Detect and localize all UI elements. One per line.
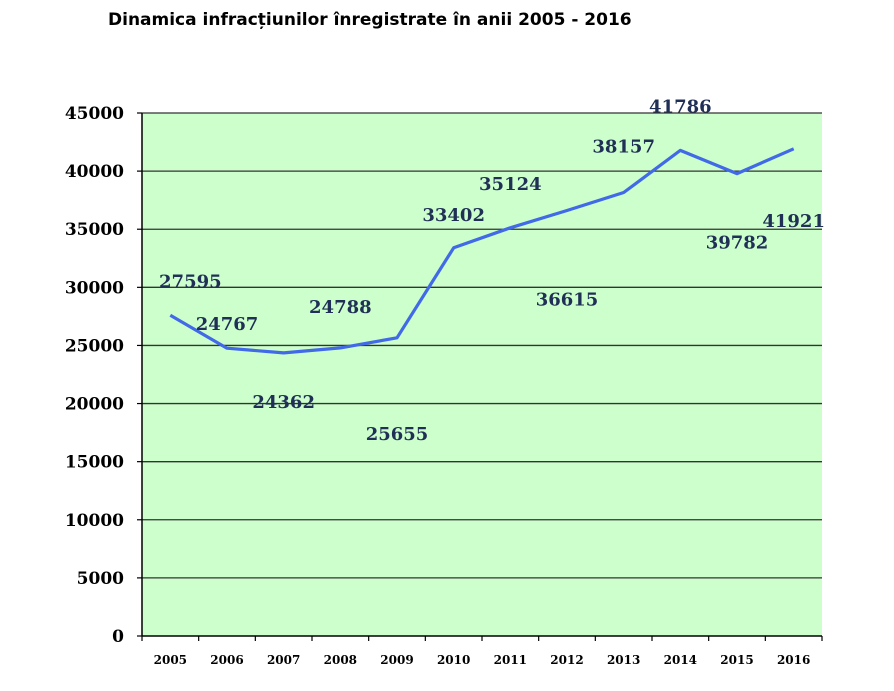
- y-tick-label: 35000: [65, 220, 124, 240]
- x-tick-label: 2015: [720, 653, 753, 667]
- data-label: 39782: [706, 233, 769, 254]
- data-labels: 27595 24767 24362 24788 25655 33402 35124 36615…: [159, 96, 825, 444]
- data-label: 24767: [196, 314, 259, 335]
- x-tick-label: 2014: [664, 653, 697, 667]
- x-tick-label: 2013: [607, 653, 640, 667]
- data-label: 36615: [536, 289, 599, 310]
- x-tick-label: 2006: [210, 653, 243, 667]
- y-tick-label: 0: [112, 627, 124, 647]
- series-line: [169, 147, 795, 355]
- data-label: 24788: [309, 297, 372, 318]
- chart-title: Dinamica infracțiunilor înregistrate în …: [108, 10, 632, 30]
- x-tick-label: 2016: [777, 653, 810, 667]
- x-tick-label: 2007: [267, 653, 300, 667]
- y-tick-label: 30000: [65, 278, 124, 298]
- y-axis-ticks: 0 5000 10000 15000 20000 25000 30000 35000 40000…: [65, 104, 142, 647]
- x-tick-label: 2008: [324, 653, 357, 667]
- y-tick-label: 40000: [65, 162, 124, 182]
- x-tick-label: 2011: [494, 653, 527, 667]
- x-axis-ticks: 2005 2006 2007 2008 2009 2010 2011 2012 2013 2014…: [141, 636, 823, 667]
- data-label: 41786: [649, 96, 712, 117]
- y-tick-label: 5000: [77, 569, 124, 589]
- x-tick-label: 2005: [154, 653, 187, 667]
- data-label: 27595: [159, 271, 222, 292]
- y-tick-label: 10000: [65, 511, 124, 531]
- data-label: 35124: [479, 174, 542, 195]
- y-tick-label: 20000: [65, 395, 124, 415]
- grid-lines: [142, 112, 822, 579]
- data-label: 24362: [252, 392, 315, 413]
- y-tick-label: 25000: [65, 336, 124, 356]
- plot-area: [142, 113, 822, 636]
- data-label: 38157: [592, 137, 655, 158]
- x-tick-label: 2010: [437, 653, 470, 667]
- data-label: 25655: [366, 424, 429, 445]
- x-tick-label: 2009: [380, 653, 413, 667]
- data-label: 41921: [762, 211, 825, 232]
- data-label: 33402: [422, 205, 485, 226]
- x-tick-label: 2012: [550, 653, 583, 667]
- y-tick-label: 15000: [65, 453, 124, 473]
- y-tick-label: 45000: [65, 104, 124, 124]
